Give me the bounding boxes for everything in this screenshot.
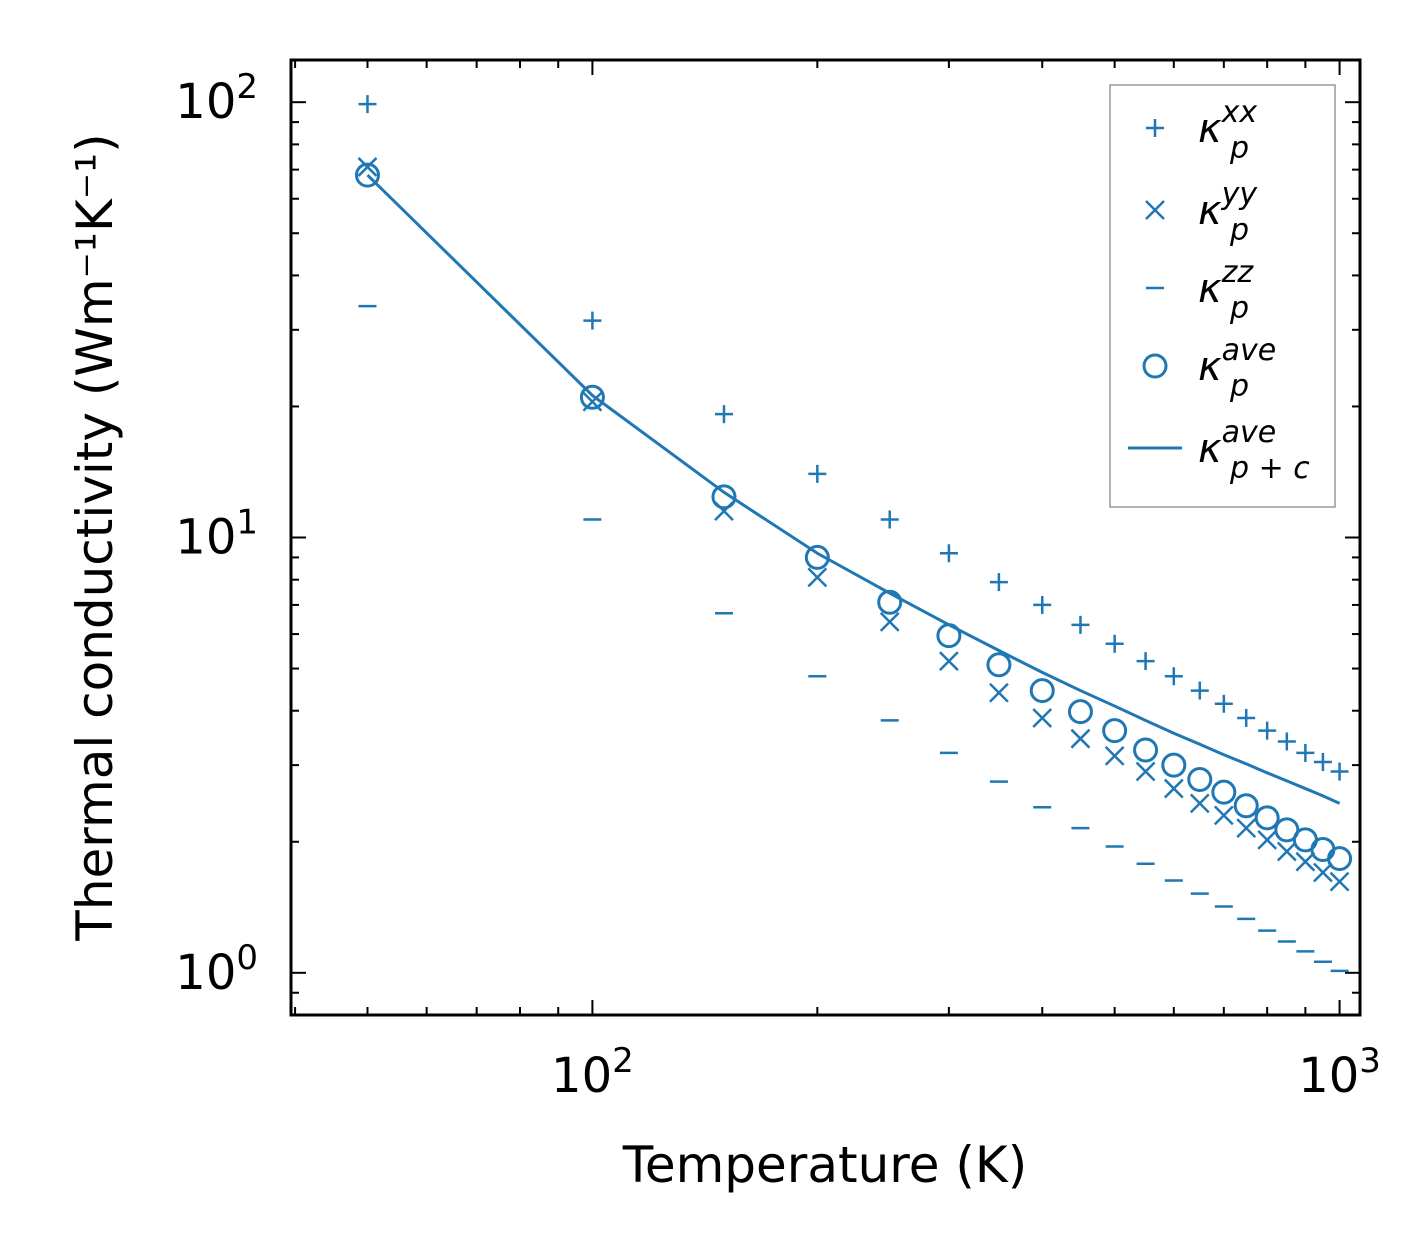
point-kappa_p_yy	[1213, 805, 1234, 826]
point-kappa_p_xx	[1214, 694, 1233, 713]
point-kappa_p_yy	[1329, 871, 1350, 892]
legend-frame	[1109, 84, 1336, 508]
point-kappa_p_ave	[1029, 678, 1055, 704]
y-tick-label: 101	[175, 503, 258, 566]
y-axis-label: Thermal conductivity (Wm⁻¹K⁻¹)	[66, 133, 124, 941]
point-kappa_p_ave	[579, 384, 605, 410]
point-kappa_p_ave	[804, 544, 830, 570]
point-kappa_p_xx	[358, 95, 377, 114]
point-kappa_p_ave	[1067, 699, 1093, 725]
point-kappa_p_xx	[1277, 732, 1296, 751]
legend-label: κxx p	[1198, 95, 1257, 166]
y-tick-label: 100	[175, 938, 258, 1001]
point-kappa_p_xx	[1164, 667, 1183, 686]
point-kappa_p_xx	[1330, 762, 1349, 781]
point-kappa_p_xx	[583, 311, 602, 330]
legend-entry-kappa_p_yy: κyy p	[1145, 177, 1258, 248]
x-tick-label: 103	[1298, 1041, 1381, 1104]
point-kappa_p_ave	[1211, 779, 1237, 805]
legend-label: κyy p	[1198, 177, 1258, 248]
point-kappa_p_ave	[1187, 767, 1213, 793]
point-kappa_p_xx	[880, 510, 899, 529]
point-kappa_p_yy	[357, 157, 378, 177]
point-kappa_p_ave	[986, 652, 1012, 678]
point-kappa_p_xx	[1033, 595, 1052, 614]
point-kappa_p_yy	[807, 567, 828, 588]
point-kappa_p_ave	[711, 484, 737, 510]
legend-label: κave p + c	[1198, 415, 1310, 486]
point-kappa_p_yy	[989, 682, 1009, 703]
y-tick-label: 102	[175, 67, 258, 130]
legend-entry-kappa_p_ave: κave p	[1142, 333, 1276, 404]
legend-entry-kappa_p_xx: κxx p	[1146, 95, 1257, 166]
legend-marker-x	[1145, 200, 1165, 220]
labels-layer: Temperature (K) Thermal conductivity (Wm…	[66, 133, 1027, 1194]
point-kappa_p_yy	[879, 611, 900, 632]
point-kappa_p_yy	[1257, 830, 1278, 850]
point-kappa_p_ave	[1102, 718, 1128, 744]
point-kappa_p_ave	[1161, 752, 1187, 778]
data-layer	[354, 95, 1353, 973]
legend-marker-plus	[1146, 119, 1164, 137]
point-kappa_p_yy	[1032, 708, 1053, 728]
point-kappa_p_ave	[1233, 793, 1259, 819]
point-kappa_p_ave	[1274, 817, 1300, 843]
plot-frame	[289, 58, 1362, 1017]
point-kappa_p_ave	[877, 589, 903, 615]
legend-entry-kappa_p_zz: κzz p	[1146, 255, 1254, 326]
point-kappa_p_yy	[1295, 851, 1316, 872]
point-kappa_p_xx	[1237, 708, 1256, 727]
point-kappa_p_xx	[1296, 743, 1315, 762]
point-kappa_p_yy	[1135, 761, 1156, 782]
point-kappa_p_ave	[1327, 846, 1353, 872]
point-kappa_p_yy	[1104, 746, 1125, 766]
point-kappa_p_xx	[1313, 752, 1332, 771]
point-kappa_p_yy	[1189, 793, 1210, 814]
point-kappa_p_xx	[714, 405, 733, 424]
point-kappa_p_ave	[1133, 737, 1159, 763]
legend-label: κave p	[1198, 333, 1276, 404]
point-kappa_p_xx	[808, 464, 827, 483]
point-kappa_p_ave	[1254, 805, 1280, 831]
legend-entry-kappa_p+c_ave: κave p + c	[1128, 415, 1310, 486]
point-kappa_p_yy	[939, 651, 959, 672]
x-tick-label: 102	[551, 1041, 634, 1104]
point-kappa_p_xx	[1258, 721, 1277, 740]
point-kappa_p_xx	[1105, 634, 1124, 653]
point-kappa_p_xx	[1071, 615, 1090, 634]
x-axis-label: Temperature (K)	[622, 1136, 1027, 1194]
point-kappa_p_xx	[1136, 652, 1155, 671]
series-line-kappa_p+c_ave	[366, 174, 1341, 805]
legend: κxx p κyy p κzz p κave p κave p + c	[1109, 84, 1336, 508]
legend-label: κzz p	[1198, 255, 1254, 326]
ticks-layer: 102 103 100 101 102	[175, 60, 1381, 1104]
point-kappa_p_yy	[1313, 862, 1333, 883]
point-kappa_p_yy	[1070, 728, 1091, 749]
point-kappa_p_xx	[939, 544, 958, 563]
point-kappa_p_yy	[1236, 818, 1257, 838]
legend-marker-circle	[1142, 353, 1168, 379]
point-kappa_p_yy	[1276, 841, 1297, 862]
point-kappa_p_xx	[989, 573, 1008, 592]
point-kappa_p_xx	[1190, 681, 1209, 700]
point-kappa_p_ave	[354, 162, 380, 188]
point-kappa_p_yy	[1163, 778, 1184, 799]
